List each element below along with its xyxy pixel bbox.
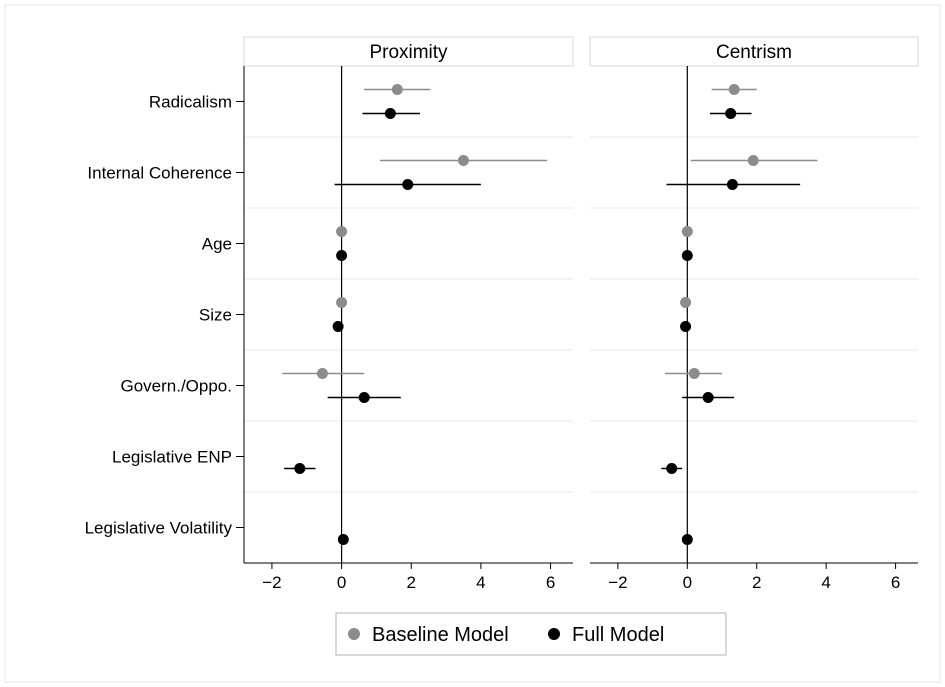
y-tick-label: Govern./Oppo. bbox=[120, 377, 232, 396]
point-estimate bbox=[316, 368, 328, 379]
x-tick-label: 0 bbox=[337, 573, 346, 592]
point-estimate bbox=[336, 297, 348, 308]
point-estimate bbox=[681, 534, 693, 545]
point-estimate bbox=[336, 250, 348, 261]
panel-backgrounds bbox=[243, 36, 919, 493]
y-tick-label: Legislative Volatility bbox=[85, 519, 233, 538]
y-tick-label: Legislative ENP bbox=[112, 448, 232, 467]
y-tick-label: Internal Coherence bbox=[87, 164, 232, 183]
point-estimate bbox=[747, 155, 759, 166]
chart-marks bbox=[236, 66, 918, 569]
point-estimate bbox=[336, 226, 348, 237]
panel-title: Proximity bbox=[369, 42, 448, 63]
point-estimate bbox=[728, 84, 740, 95]
figure-border bbox=[4, 4, 941, 683]
point-estimate bbox=[402, 179, 414, 190]
point-estimate bbox=[680, 321, 692, 332]
point-estimate bbox=[384, 108, 396, 119]
legend-marker bbox=[548, 628, 560, 640]
point-estimate bbox=[725, 108, 737, 119]
point-estimate bbox=[358, 392, 370, 403]
point-estimate bbox=[681, 250, 693, 261]
point-estimate bbox=[681, 226, 693, 237]
panel-header-0 bbox=[243, 36, 574, 67]
legend-marker bbox=[348, 628, 360, 640]
legend-box bbox=[335, 612, 727, 656]
panel-header-1 bbox=[589, 36, 919, 67]
x-tick-label: 4 bbox=[821, 573, 830, 592]
legend-label: Full Model bbox=[572, 624, 664, 646]
point-estimate bbox=[726, 179, 738, 190]
point-estimate bbox=[337, 534, 349, 545]
point-estimate bbox=[666, 463, 678, 474]
point-estimate bbox=[680, 297, 692, 308]
point-estimate bbox=[688, 368, 700, 379]
legend: Baseline Model Full Model bbox=[335, 612, 727, 656]
point-estimate bbox=[294, 463, 306, 474]
x-tick-label: 2 bbox=[407, 573, 416, 592]
legend-label: Baseline Model bbox=[372, 624, 509, 646]
x-tick-label: 2 bbox=[752, 573, 761, 592]
y-tick-label: Size bbox=[199, 306, 232, 325]
y-tick-label: Radicalism bbox=[149, 93, 232, 112]
x-tick-label: 4 bbox=[476, 573, 485, 592]
y-tick-label: Age bbox=[202, 235, 232, 254]
x-tick-label: −2 bbox=[608, 573, 627, 592]
point-estimate bbox=[332, 321, 344, 332]
point-estimate bbox=[457, 155, 469, 166]
x-tick-label: −2 bbox=[262, 573, 281, 592]
point-estimate bbox=[391, 84, 403, 95]
x-tick-label: 6 bbox=[891, 573, 900, 592]
x-tick-label: 6 bbox=[546, 573, 555, 592]
point-estimate bbox=[702, 392, 714, 403]
chart-text: Proximity −2 0 2 4 6 Centrism −2 0 2 4 6 Radicalism I… bbox=[85, 42, 901, 592]
x-tick-label: 0 bbox=[683, 573, 692, 592]
panel-title: Centrism bbox=[716, 42, 792, 63]
